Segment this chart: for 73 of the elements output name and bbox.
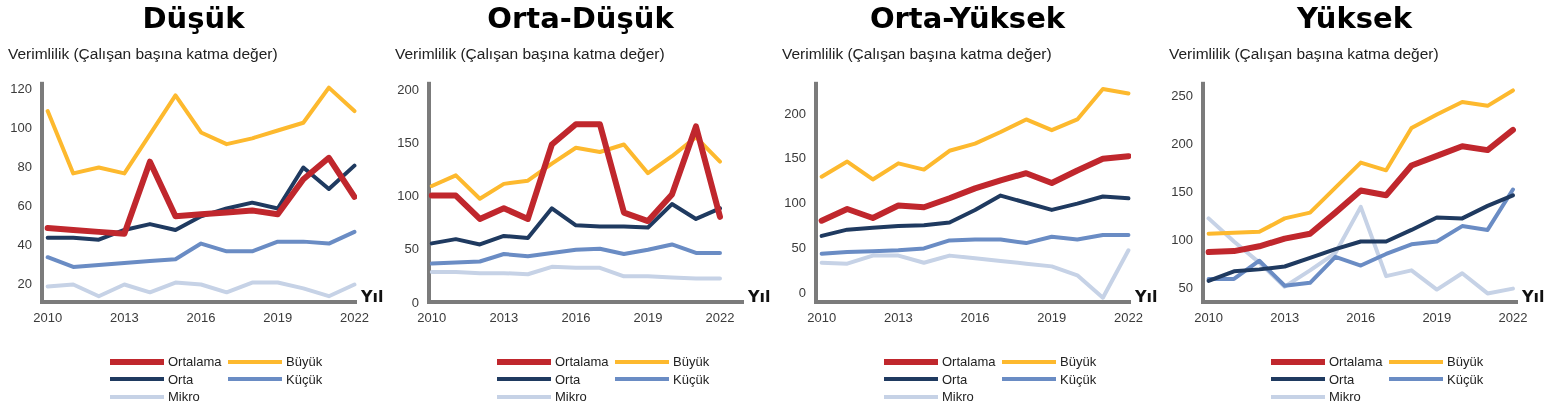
x-tick-label: 2016 [561, 310, 591, 326]
y-tick-label: 0 [798, 284, 806, 300]
legend-label: Büyük [673, 354, 710, 370]
legend-label: Mikro [168, 389, 200, 403]
legend-label: Ortalama [1329, 354, 1383, 370]
legend-label: Mikro [942, 389, 974, 403]
y-tick-label: 200 [397, 81, 419, 97]
x-tick-label: 2013 [883, 310, 913, 326]
y-axis-title: Verimlilik (Çalışan başına katma değer) [395, 45, 665, 63]
legend-label: Küçük [286, 371, 323, 387]
y-tick-label: 120 [10, 81, 32, 97]
x-tick-label: 2013 [1270, 310, 1300, 326]
y-tick-label: 80 [17, 159, 32, 175]
legend-label: Mikro [1329, 389, 1361, 403]
y-tick-label: 200 [1171, 135, 1193, 151]
legend-label: Büyük [286, 354, 323, 370]
x-axis-title: Yıl [360, 287, 384, 307]
y-tick-label: 50 [791, 240, 806, 256]
chart-title: Orta-Yüksek [868, 1, 1067, 35]
x-axis-title: Yıl [1521, 287, 1545, 307]
legend-label: Orta [942, 371, 968, 387]
y-tick-label: 100 [397, 188, 419, 204]
legend-label: Ortalama [942, 354, 996, 370]
y-tick-label: 200 [784, 105, 806, 121]
y-tick-label: 150 [784, 150, 806, 166]
legend-label: Orta [1329, 371, 1355, 387]
legend-label: Orta [168, 371, 194, 387]
legend-label: Ortalama [168, 354, 222, 370]
y-axis-title: Verimlilik (Çalışan başına katma değer) [782, 45, 1052, 63]
x-axis-title: Yıl [747, 287, 771, 307]
x-tick-label: 2013 [109, 310, 139, 326]
y-tick-label: 40 [17, 237, 32, 253]
y-axis-title: Verimlilik (Çalışan başına katma değer) [8, 45, 278, 63]
x-tick-label: 2022 [1498, 310, 1528, 326]
legend-label: Büyük [1447, 354, 1484, 370]
y-tick-label: 0 [411, 294, 419, 310]
legend-label: Mikro [555, 389, 587, 403]
x-tick-label: 2013 [489, 310, 519, 326]
x-tick-label: 2022 [705, 310, 735, 326]
y-tick-label: 50 [1178, 280, 1193, 296]
x-tick-label: 2010 [417, 310, 447, 326]
y-tick-label: 100 [1171, 232, 1193, 248]
y-axis-title: Verimlilik (Çalışan başına katma değer) [1169, 45, 1439, 63]
legend-label: Küçük [1447, 371, 1484, 387]
x-tick-label: 2016 [1346, 310, 1376, 326]
x-tick-label: 2019 [1422, 310, 1452, 326]
x-tick-label: 2010 [1194, 310, 1224, 326]
y-tick-label: 50 [404, 241, 419, 257]
x-tick-label: 2019 [263, 310, 293, 326]
y-tick-label: 20 [17, 276, 32, 292]
x-tick-label: 2022 [1113, 310, 1143, 326]
legend-label: Orta [555, 371, 581, 387]
legend-label: Küçük [673, 371, 710, 387]
y-tick-label: 100 [10, 120, 32, 136]
chart-title: Yüksek [1295, 1, 1414, 35]
y-tick-label: 250 [1171, 87, 1193, 103]
y-tick-label: 100 [784, 195, 806, 211]
x-tick-label: 2022 [339, 310, 369, 326]
chart-title: Düşük [141, 1, 246, 35]
y-tick-label: 150 [397, 135, 419, 151]
legend-label: Ortalama [555, 354, 609, 370]
x-tick-label: 2010 [807, 310, 837, 326]
y-tick-label: 60 [17, 198, 32, 214]
x-tick-label: 2019 [633, 310, 663, 326]
x-tick-label: 2016 [960, 310, 990, 326]
x-tick-label: 2010 [33, 310, 63, 326]
y-tick-label: 150 [1171, 184, 1193, 199]
legend-label: Küçük [1060, 371, 1097, 387]
chart-title: Orta-Düşük [486, 1, 675, 35]
x-axis-title: Yıl [1134, 287, 1158, 307]
legend-label: Büyük [1060, 354, 1097, 370]
x-tick-label: 2016 [186, 310, 216, 326]
x-tick-label: 2019 [1037, 310, 1067, 326]
